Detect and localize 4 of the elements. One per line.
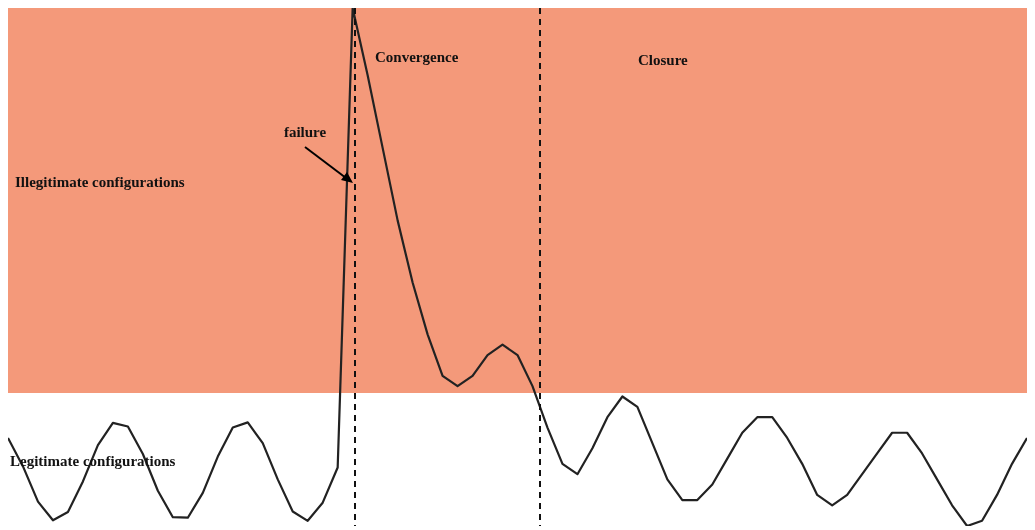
annotation: Convergence (375, 48, 459, 65)
annotation: Illegitimate configurations (15, 173, 185, 190)
annotation: Closure (638, 51, 689, 68)
annotation: failure (283, 123, 327, 140)
